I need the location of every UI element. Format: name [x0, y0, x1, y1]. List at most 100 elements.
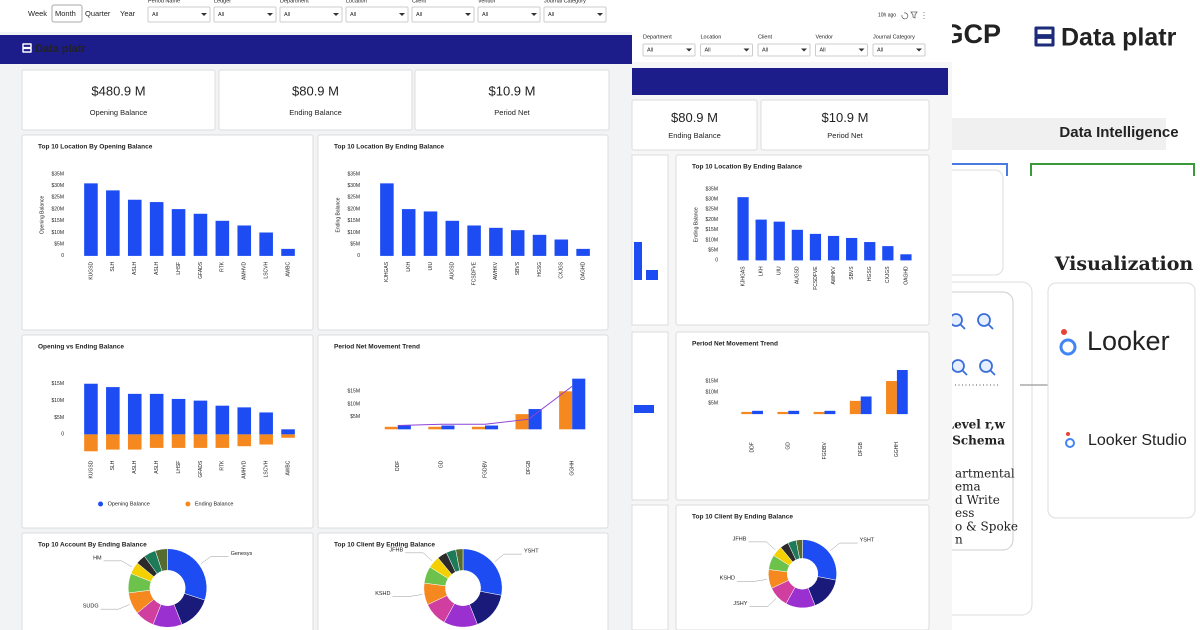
panel	[675, 331, 930, 501]
y-tick-label: $5M	[708, 248, 718, 254]
x-tick-label: LHSF	[176, 461, 182, 474]
kpi-card	[414, 69, 610, 131]
filter-dropdown[interactable]	[477, 6, 541, 23]
bar	[860, 396, 872, 415]
filter-label: Ledger	[214, 0, 231, 4]
x-tick-label: DDF	[395, 461, 401, 471]
y-tick-label: $15M	[51, 218, 64, 224]
note-text: ema	[955, 480, 981, 494]
bar	[572, 378, 586, 430]
x-tick-label: LKH	[758, 266, 764, 276]
chart-panel: Period Net Movement Trend $5M $10M $15M DDF G…	[675, 331, 930, 501]
kpi-label: Period Net	[827, 131, 863, 140]
search-icon	[952, 313, 966, 330]
x-tick-label: KJHGAS	[384, 261, 390, 282]
bar	[788, 410, 800, 415]
y-tick-label: $35M	[51, 171, 64, 177]
filter-label: Journal Category	[544, 0, 586, 4]
kpi-value: $80.9 M	[292, 84, 339, 99]
y-tick-label: $30M	[347, 183, 360, 189]
search-icon	[979, 359, 996, 376]
x-tick-label: AWBC	[285, 262, 291, 277]
x-tick-label: OAGHD	[580, 262, 586, 281]
filter-dropdown[interactable]	[815, 43, 868, 57]
y-tick-label: $25M	[51, 195, 64, 201]
x-tick-label: ASLH	[132, 262, 138, 275]
last-updated: 10h ago	[878, 12, 896, 18]
y-tick-label: 0	[357, 253, 360, 259]
y-tick-label: $10M	[347, 230, 360, 236]
note-text: d Write	[955, 493, 1000, 507]
bar	[106, 434, 120, 450]
bar	[171, 434, 186, 448]
filter-dropdown[interactable]	[543, 6, 607, 23]
filter-dropdown[interactable]	[642, 43, 696, 57]
filter-value: All	[284, 12, 290, 18]
x-tick-label: LHSF	[176, 262, 182, 275]
filter-value: All	[762, 47, 768, 53]
filter-dropdown[interactable]	[213, 6, 277, 23]
chart-title: Period Net Movement Trend	[692, 341, 778, 348]
y-tick-label: $10M	[51, 398, 64, 404]
slice-label: SUDG	[83, 604, 99, 610]
bar	[127, 393, 142, 435]
y-tick-label: $25M	[705, 207, 718, 213]
y-tick-label: $5M	[54, 415, 64, 421]
tab-active[interactable]	[51, 4, 83, 23]
filter-dropdown[interactable]	[345, 6, 409, 23]
caret	[743, 48, 750, 52]
filter-dropdown[interactable]	[700, 43, 753, 57]
chart-panel: Top 10 Account By Ending Balance Genesys S…	[21, 532, 314, 630]
filter-value: All	[548, 12, 554, 18]
bar	[755, 219, 767, 261]
kpi-card	[21, 69, 216, 131]
filter-dropdown[interactable]	[411, 6, 475, 23]
x-tick-label: SLH	[110, 262, 116, 272]
y-tick-label: $10M	[705, 389, 718, 395]
filter-value: All	[350, 12, 356, 18]
panel	[21, 532, 314, 630]
bar	[445, 220, 460, 256]
caret	[201, 13, 207, 16]
slice-label: YSHT	[860, 538, 875, 544]
filter-dropdown[interactable]	[872, 43, 926, 57]
leader-line	[103, 560, 133, 568]
bar	[741, 411, 753, 415]
bar	[106, 190, 120, 256]
bar	[215, 220, 230, 256]
y-tick-label: $15M	[705, 378, 718, 384]
filter-dropdown[interactable]	[147, 6, 211, 23]
x-tick-label: KJHGAS	[740, 266, 746, 287]
x-tick-label: AWBC	[285, 460, 291, 475]
cropped-bar	[634, 405, 654, 413]
bar	[441, 425, 455, 430]
panel-cropped	[631, 504, 669, 630]
filter-value: All	[705, 47, 711, 53]
toolbar-icons	[901, 11, 925, 20]
caret	[686, 48, 692, 52]
filter-value: All	[820, 47, 826, 53]
slice-label: KSHD	[720, 576, 735, 582]
filter-value: All	[152, 12, 158, 18]
cloud-name: GCP	[942, 19, 1001, 49]
bar	[171, 398, 186, 435]
y-tick-label: 0	[61, 253, 64, 259]
x-tick-label: GGHH	[570, 460, 576, 475]
bar	[259, 232, 273, 256]
filter-dropdown[interactable]	[757, 43, 811, 57]
bar	[84, 183, 98, 256]
y-axis-label: Ending Balance	[693, 207, 699, 242]
caret	[465, 13, 471, 16]
bar	[259, 434, 273, 445]
slice-label: JFHB	[389, 547, 403, 553]
x-tick-label: RTK	[220, 460, 226, 471]
bar	[554, 239, 569, 256]
bar	[809, 233, 822, 261]
bar	[849, 400, 861, 415]
filter-label: Department	[280, 0, 309, 4]
layer-text: Level r,w	[946, 418, 1006, 432]
filter-dropdown[interactable]	[279, 6, 343, 23]
leader-line	[749, 598, 777, 607]
filter-value: All	[482, 12, 488, 18]
